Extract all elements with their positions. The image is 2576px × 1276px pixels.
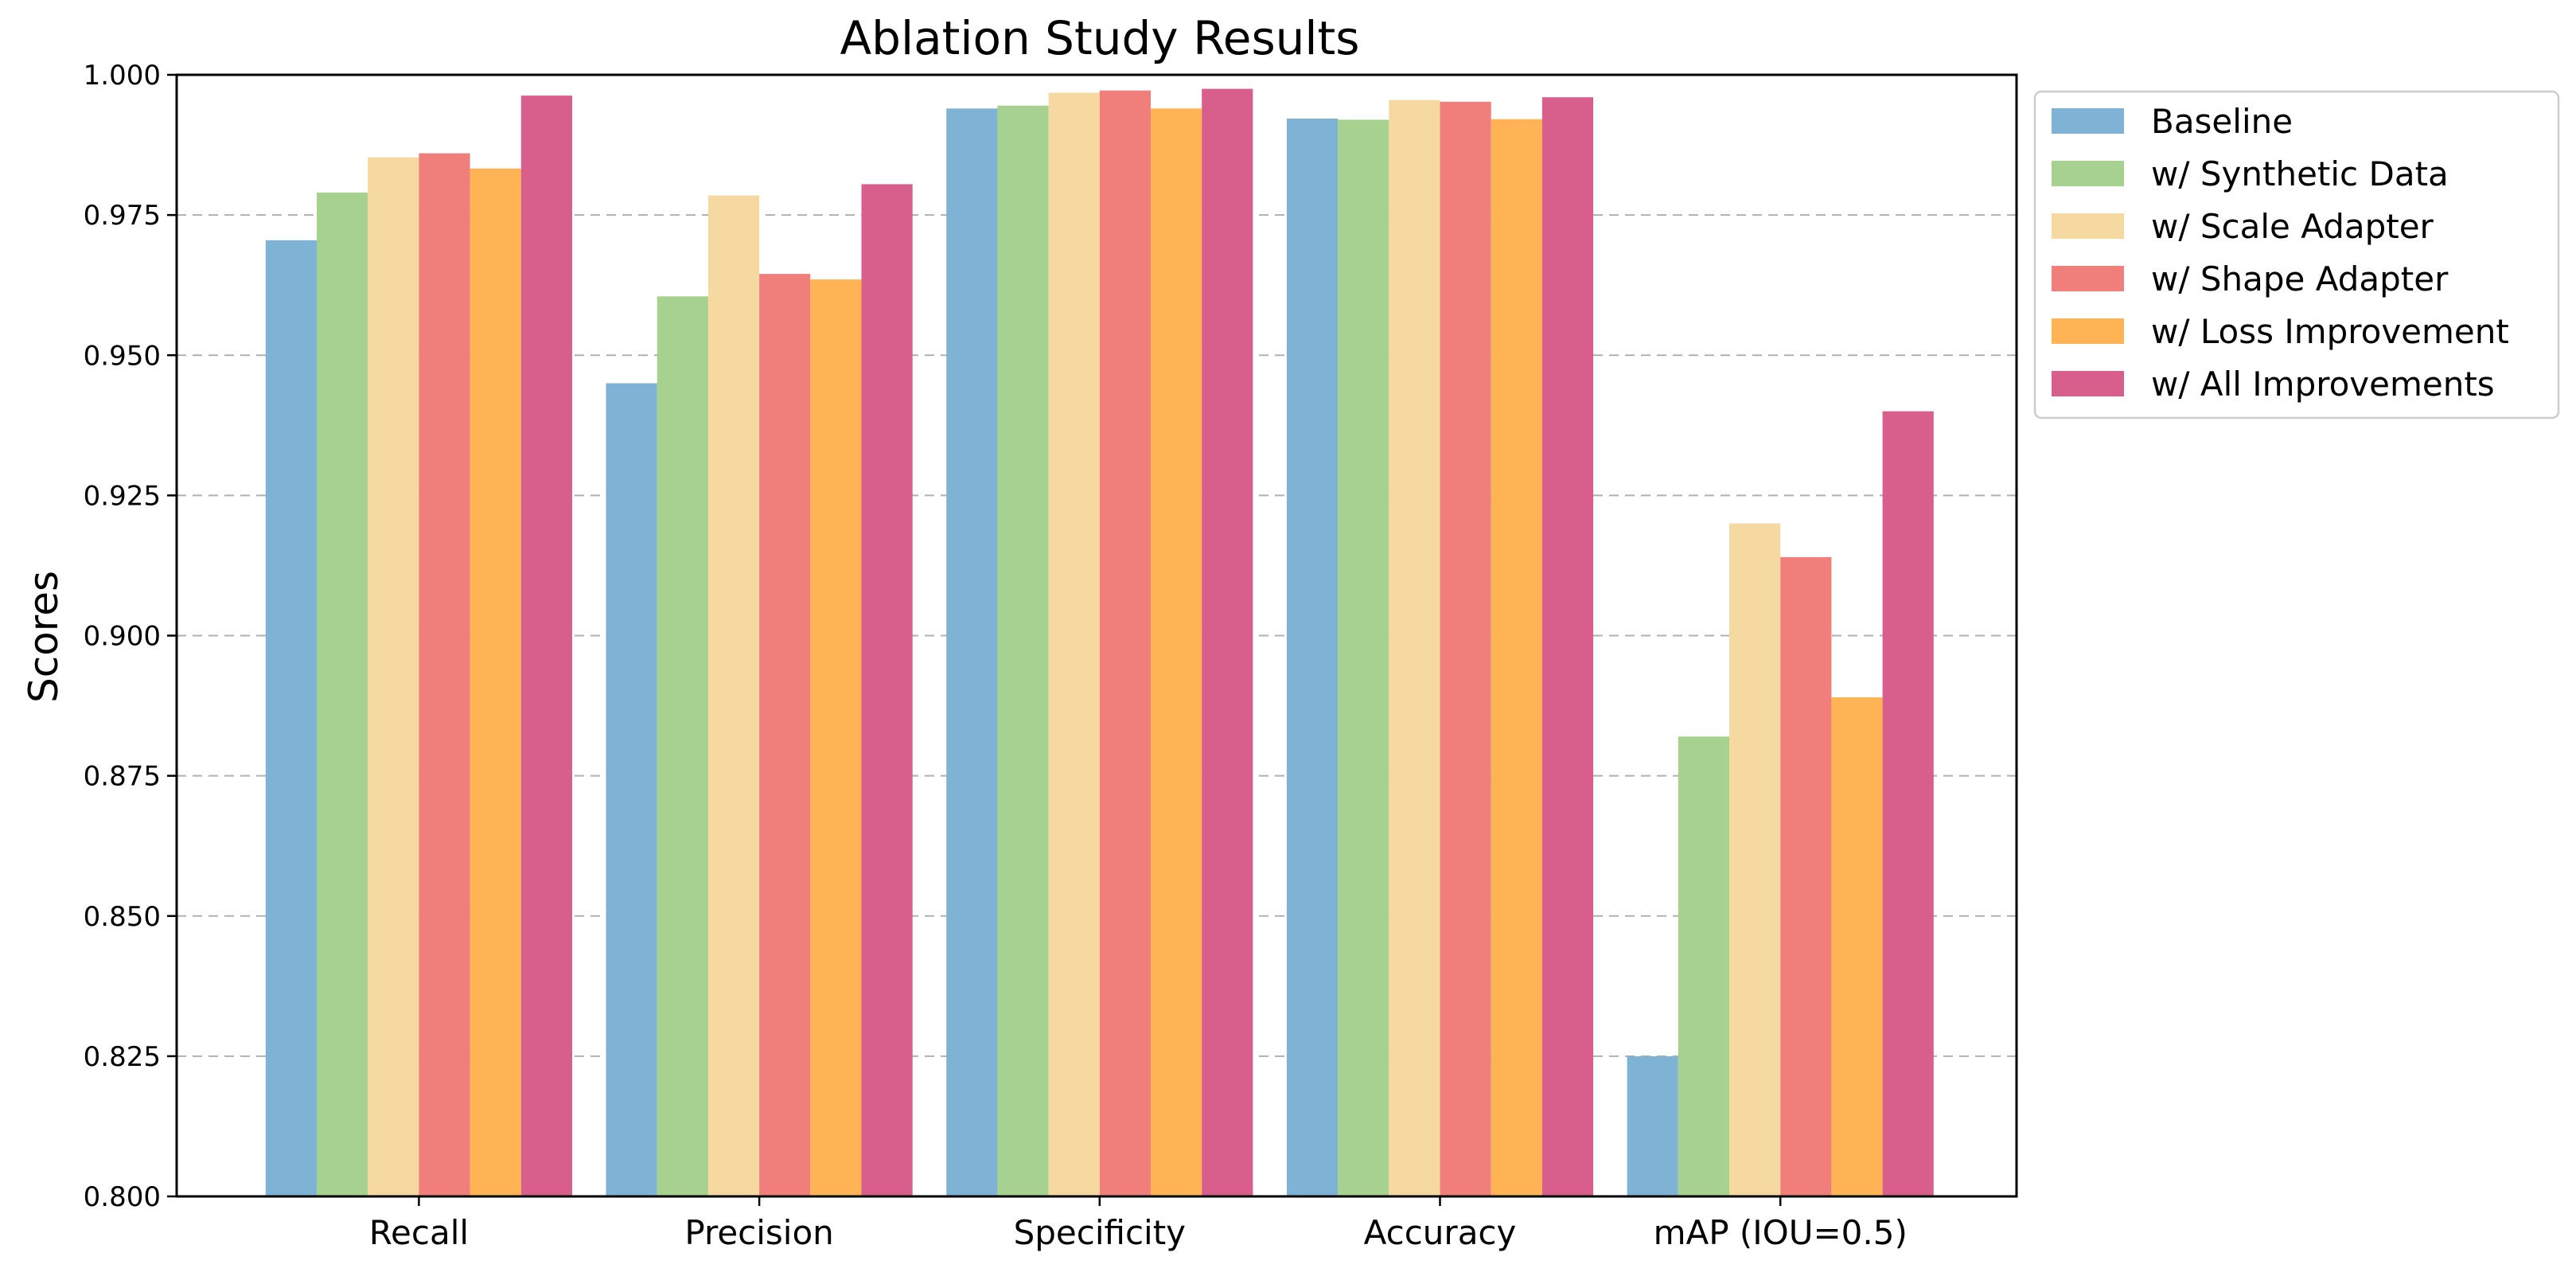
- bar-w-synthetic-data-precision: [657, 296, 708, 1196]
- bar-w-all-improvements-accuracy: [1541, 97, 1594, 1197]
- y-tick-label: 0.900: [84, 621, 161, 653]
- legend: Baseline w/ Synthetic Data w/ Scale Adapte…: [2033, 90, 2560, 419]
- legend-label: w/ Scale Adapter: [2151, 207, 2434, 246]
- bar-w-loss-improvement-accuracy: [1491, 119, 1542, 1197]
- legend-label: w/ Synthetic Data: [2151, 154, 2449, 193]
- bar-w-synthetic-data-specificity: [997, 105, 1049, 1197]
- legend-label: w/ All Improvements: [2151, 365, 2495, 404]
- y-tick-label: 0.825: [84, 1041, 161, 1073]
- x-tick-label: Specificity: [1014, 1213, 1186, 1252]
- bar-w-scale-adapter-map-iou-0-5: [1729, 523, 1781, 1196]
- bar-w-synthetic-data-accuracy: [1338, 119, 1389, 1196]
- legend-swatch: [2052, 266, 2124, 291]
- bar-w-shape-adapter-precision: [759, 274, 811, 1197]
- x-tick-label: Recall: [369, 1213, 469, 1252]
- bar-w-all-improvements-map-iou-0-5: [1882, 411, 1934, 1196]
- bar-w-scale-adapter-accuracy: [1389, 100, 1440, 1197]
- bar-baseline-precision: [606, 383, 657, 1196]
- legend-label: Baseline: [2151, 102, 2293, 141]
- bar-w-shape-adapter-accuracy: [1440, 101, 1491, 1196]
- y-axis-label: Scores: [21, 571, 67, 703]
- bar-baseline-accuracy: [1286, 119, 1339, 1196]
- legend-swatch: [2052, 318, 2124, 344]
- bar-w-loss-improvement-recall: [470, 168, 521, 1197]
- bar-w-scale-adapter-recall: [368, 157, 419, 1197]
- bar-w-scale-adapter-specificity: [1048, 92, 1100, 1196]
- legend-swatch: [2052, 161, 2124, 186]
- bar-w-synthetic-data-recall: [317, 192, 368, 1196]
- y-tick-label: 1.000: [84, 60, 161, 92]
- bar-w-loss-improvement-map-iou-0-5: [1831, 697, 1883, 1196]
- y-tick-label: 0.875: [84, 761, 161, 793]
- bar-baseline-map-iou-0-5: [1627, 1056, 1678, 1196]
- y-tick-label: 0.925: [84, 480, 161, 512]
- legend-label: w/ Shape Adapter: [2151, 259, 2449, 299]
- bar-w-scale-adapter-precision: [707, 195, 760, 1196]
- bar-w-all-improvements-recall: [520, 96, 572, 1197]
- y-tick-label: 0.975: [84, 200, 161, 232]
- legend-swatch: [2052, 213, 2124, 239]
- y-tick-label: 0.800: [84, 1181, 161, 1213]
- bar-w-all-improvements-specificity: [1202, 88, 1253, 1197]
- chart-title: Ablation Study Results: [840, 11, 1359, 65]
- bar-w-shape-adapter-recall: [419, 153, 470, 1197]
- bar-w-shape-adapter-specificity: [1099, 90, 1151, 1197]
- x-axis-ticks: Recall Precision Specificity Accuracy mAP (I…: [369, 1196, 1908, 1252]
- x-tick-label: Accuracy: [1364, 1213, 1517, 1252]
- legend-swatch: [2052, 108, 2124, 134]
- bar-w-synthetic-data-map-iou-0-5: [1678, 736, 1729, 1196]
- legend-label: w/ Loss Improvement: [2151, 312, 2509, 351]
- x-tick-label: mAP (IOU=0.5): [1654, 1213, 1908, 1252]
- y-axis-ticks: 0.800 0.825 0.850 0.875 0.900 0.925 0.950 0.975…: [84, 60, 177, 1213]
- bar-w-loss-improvement-precision: [810, 279, 862, 1197]
- bar-baseline-recall: [265, 240, 317, 1196]
- legend-swatch: [2052, 371, 2124, 396]
- bar-w-loss-improvement-specificity: [1151, 108, 1202, 1196]
- bar-w-shape-adapter-map-iou-0-5: [1780, 556, 1832, 1196]
- bar-baseline-specificity: [946, 108, 998, 1196]
- bar-w-all-improvements-precision: [861, 184, 913, 1196]
- y-tick-label: 0.950: [84, 340, 161, 372]
- x-tick-label: Precision: [684, 1213, 833, 1252]
- bar-series-group: [265, 88, 1934, 1197]
- y-tick-label: 0.850: [84, 901, 161, 933]
- legend-frame: [2033, 90, 2560, 419]
